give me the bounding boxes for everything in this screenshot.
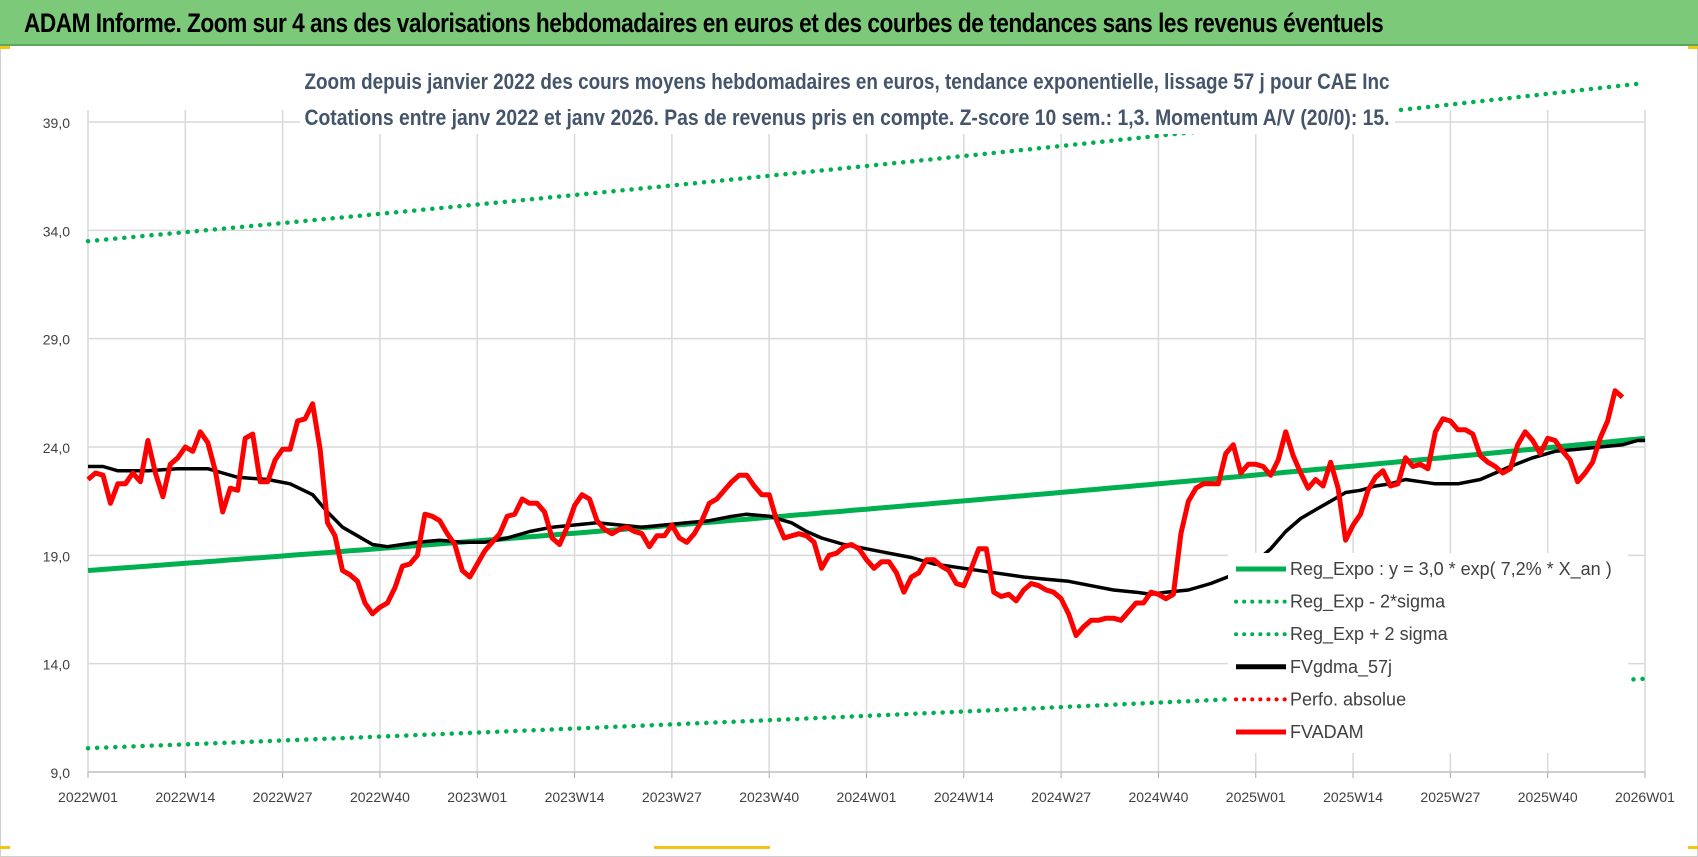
y-tick-label: 39,0 xyxy=(43,115,70,131)
legend-label-perfo: Perfo. absolue xyxy=(1290,689,1406,709)
series xyxy=(85,80,1648,751)
legend-label-fvadam: FVADAM xyxy=(1290,722,1364,742)
x-tick-label: 2025W14 xyxy=(1323,789,1383,805)
series-fvadam xyxy=(86,388,1625,638)
y-tick-label: 29,0 xyxy=(43,332,70,348)
chart-title-line-1: Zoom depuis janvier 2022 des cours moyen… xyxy=(305,69,1390,94)
x-tick-label: 2022W40 xyxy=(350,789,410,805)
y-tick-label: 9,0 xyxy=(51,765,71,781)
report-title: ADAM Informe. Zoom sur 4 ans des valoris… xyxy=(24,8,1384,38)
x-tick-label: 2022W14 xyxy=(155,789,215,805)
corner-mark-bottom-right xyxy=(1688,846,1698,849)
report-banner: ADAM Informe. Zoom sur 4 ans des valoris… xyxy=(0,0,1698,46)
corner-mark-top-right xyxy=(1688,46,1698,49)
x-tick-label: 2022W01 xyxy=(58,789,118,805)
legend-label-reg_plus: Reg_Exp + 2 sigma xyxy=(1290,624,1449,645)
x-tick-label: 2024W14 xyxy=(934,789,994,805)
x-tick-label: 2025W27 xyxy=(1420,789,1480,805)
x-tick-label: 2022W27 xyxy=(253,789,313,805)
x-tick-label: 2023W14 xyxy=(545,789,605,805)
corner-mark-top-left xyxy=(0,46,10,49)
legend-label-reg_minus: Reg_Exp - 2*sigma xyxy=(1290,592,1446,613)
y-tick-label: 14,0 xyxy=(43,657,70,673)
series-fvgdma-57j xyxy=(88,438,1645,597)
chart-title: Zoom depuis janvier 2022 des cours moyen… xyxy=(300,66,1395,134)
x-tick-label: 2025W01 xyxy=(1226,789,1286,805)
y-tick-label: 24,0 xyxy=(43,440,70,456)
legend-box xyxy=(1228,553,1628,753)
y-tick-label: 34,0 xyxy=(43,223,70,239)
series-reg-expo xyxy=(87,435,1646,573)
y-tick-label: 19,0 xyxy=(43,548,70,564)
x-tick-label: 2023W27 xyxy=(642,789,702,805)
x-tick-label: 2024W27 xyxy=(1031,789,1091,805)
corner-mark-bottom-left xyxy=(0,846,10,849)
corner-mark-bottom-center xyxy=(654,846,770,849)
chart-title-line-2: Cotations entre janv 2022 et janv 2026. … xyxy=(305,105,1390,130)
x-tick-label: 2023W40 xyxy=(739,789,799,805)
x-tick-label: 2023W01 xyxy=(447,789,507,805)
legend-label-reg_expo: Reg_Expo : y = 3,0 * exp( 7,2% * X_an ) xyxy=(1290,559,1612,580)
axes: 9,0 14,0 19,0 24,0 29,0 34,0 39,0 2022W01 2022W1… xyxy=(43,115,1675,805)
x-tick-label: 2024W01 xyxy=(837,789,897,805)
legend-label-fvgdma: FVgdma_57j xyxy=(1290,657,1392,678)
legend: Reg_Expo : y = 3,0 * exp( 7,2% * X_an ) R… xyxy=(1228,553,1628,753)
x-tick-label: 2025W40 xyxy=(1518,789,1578,805)
series-reg-exp-plus-2-sigma xyxy=(85,80,1648,244)
x-tick-label: 2026W01 xyxy=(1615,789,1675,805)
x-tick-label: 2024W40 xyxy=(1128,789,1188,805)
